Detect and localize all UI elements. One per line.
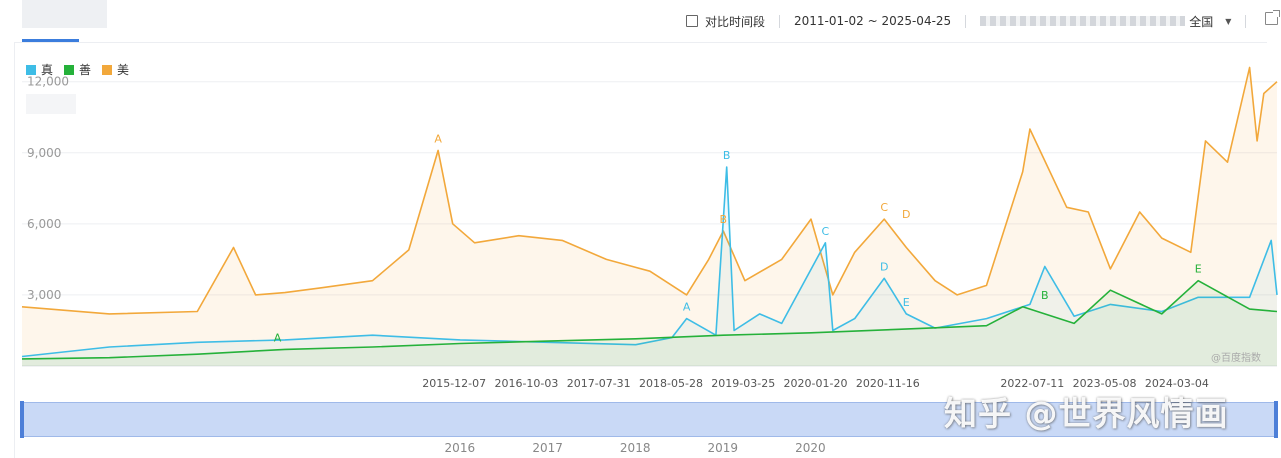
annotation-label: C bbox=[880, 201, 888, 214]
panel-border bbox=[14, 42, 15, 458]
chart-legend: 真 善 美 bbox=[26, 61, 140, 78]
annotation-label: C bbox=[822, 225, 830, 238]
annotation-label: E bbox=[1195, 263, 1202, 276]
date-range-picker[interactable]: 2011-01-02 ~ 2025-04-25 bbox=[794, 14, 952, 28]
x-tick-label: 2019-03-25 bbox=[711, 377, 775, 390]
series-area-0 bbox=[22, 167, 1277, 366]
y-tick-label: 12,000 bbox=[27, 75, 69, 89]
x-tick-label: 2020-01-20 bbox=[784, 377, 848, 390]
series-line-0 bbox=[21, 166, 1278, 358]
legend-label: 善 bbox=[79, 63, 92, 77]
x-tick-label: 2024-03-04 bbox=[1145, 377, 1209, 390]
annotation-label: A bbox=[683, 301, 691, 314]
x-tick-label: 2022-07-11 bbox=[1000, 377, 1064, 390]
share-icon[interactable] bbox=[1265, 10, 1280, 25]
legend-swatch bbox=[64, 64, 75, 75]
toolbar-divider bbox=[1245, 14, 1247, 28]
navigator-left-handle[interactable] bbox=[20, 401, 24, 438]
y-tick-label: 9,000 bbox=[27, 146, 61, 160]
blurred-control bbox=[26, 94, 76, 114]
indicator-tab[interactable] bbox=[22, 0, 107, 28]
legend-item-zhen[interactable]: 真 bbox=[26, 61, 53, 78]
series-area-2 bbox=[22, 67, 1277, 366]
chart-toolbar: 对比时间段 2011-01-02 ~ 2025-04-25 全国 ▼ bbox=[686, 12, 1260, 30]
annotation-label: B bbox=[1041, 289, 1049, 302]
navigator-year-label: 2019 bbox=[707, 441, 738, 455]
active-tab-underline bbox=[22, 39, 79, 42]
annotation-label: A bbox=[274, 331, 282, 344]
toolbar-divider bbox=[779, 14, 781, 28]
legend-label: 美 bbox=[117, 63, 130, 77]
region-select[interactable]: 全国 bbox=[1189, 14, 1214, 29]
x-tick-label: 2015-12-07 bbox=[422, 377, 486, 390]
compare-period-label[interactable]: 对比时间段 bbox=[705, 14, 766, 29]
annotation-label: B bbox=[720, 213, 728, 226]
legend-item-shan[interactable]: 善 bbox=[64, 61, 91, 78]
legend-label: 真 bbox=[41, 63, 54, 77]
navigator-year-label: 2017 bbox=[532, 441, 563, 455]
legend-item-mei[interactable]: 美 bbox=[102, 61, 129, 78]
x-tick-label: 2020-11-16 bbox=[856, 377, 920, 390]
series-area-1 bbox=[22, 280, 1277, 366]
legend-swatch bbox=[102, 64, 113, 75]
navigator-right-handle[interactable] bbox=[1274, 401, 1278, 438]
toolbar-divider bbox=[965, 14, 967, 28]
navigator-year-label: 2018 bbox=[620, 441, 651, 455]
annotation-label: D bbox=[902, 208, 910, 221]
navigator-year-label: 2020 bbox=[795, 441, 826, 455]
header-divider bbox=[14, 42, 1267, 43]
caret-down-icon[interactable]: ▼ bbox=[1225, 16, 1232, 26]
y-tick-label: 3,000 bbox=[27, 288, 61, 302]
x-tick-label: 2018-05-28 bbox=[639, 377, 703, 390]
blurred-filter bbox=[980, 16, 1186, 26]
x-tick-label: 2017-07-31 bbox=[567, 377, 631, 390]
annotation-label: D bbox=[880, 260, 888, 273]
brand-label: @百度指数 bbox=[1211, 353, 1261, 364]
legend-swatch bbox=[26, 64, 36, 75]
annotation-label: A bbox=[434, 132, 442, 145]
annotation-label: E bbox=[903, 296, 910, 309]
annotation-label: B bbox=[723, 149, 731, 162]
y-tick-label: 6,000 bbox=[27, 217, 61, 231]
x-tick-label: 2023-05-08 bbox=[1073, 377, 1137, 390]
x-tick-label: 2016-10-03 bbox=[494, 377, 558, 390]
navigator-year-label: 2016 bbox=[445, 441, 476, 455]
time-navigator[interactable] bbox=[20, 401, 1278, 438]
watermark: 知乎 @世界风情画 bbox=[944, 394, 1229, 433]
series-line-1 bbox=[21, 279, 1278, 360]
checkbox-icon[interactable] bbox=[686, 15, 698, 27]
series-line-2 bbox=[21, 66, 1278, 315]
